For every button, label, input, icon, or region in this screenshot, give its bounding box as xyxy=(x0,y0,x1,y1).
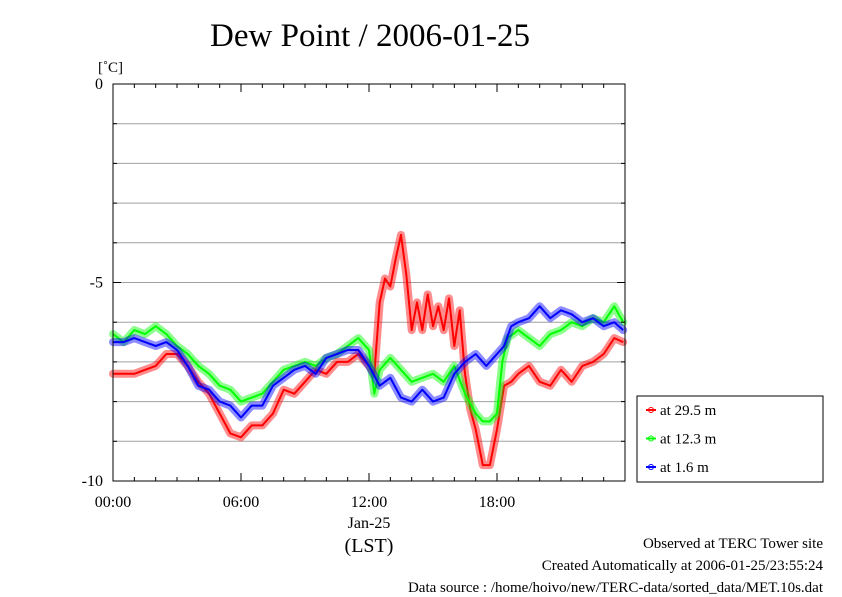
y-axis: 0 -5 -10 xyxy=(82,76,625,490)
series-line-at-1-6-m xyxy=(113,305,624,419)
x-tick-label: 12:00 xyxy=(351,494,387,511)
y-axis-unit-label: [˚C] xyxy=(98,60,123,76)
series-line-at-29-5-m xyxy=(113,233,624,467)
series-layer xyxy=(109,230,628,470)
legend-marker xyxy=(648,407,654,413)
y-tick-label: -10 xyxy=(82,473,103,490)
footer-observed: Observed at TERC Tower site xyxy=(642,536,823,552)
legend-label: at 12.3 m xyxy=(660,432,717,448)
legend-box xyxy=(636,395,824,483)
grid-lines xyxy=(113,123,625,442)
legend-marker xyxy=(648,464,654,470)
legend: at 29.5 m at 12.3 m at 1.6 m xyxy=(636,395,824,483)
x-tick-label: 00:00 xyxy=(95,494,131,511)
chart-title: Dew Point / 2006-01-25 xyxy=(210,18,530,54)
x-tick-label: 06:00 xyxy=(223,494,259,511)
legend-marker xyxy=(648,435,654,442)
legend-label: at 1.6 m xyxy=(660,460,709,476)
x-axis: 00:00 06:00 12:00 18:00 xyxy=(95,84,605,511)
x-tick-label: 18:00 xyxy=(479,494,515,511)
footer-created: Created Automatically at 2006-01-25/23:5… xyxy=(541,558,823,574)
y-tick-label: 0 xyxy=(95,76,103,93)
y-tick-label: -5 xyxy=(90,275,103,292)
legend-label: at 29.5 m xyxy=(660,403,717,419)
x-axis-title: (LST) xyxy=(345,535,394,557)
x-axis-date-label: Jan-25 xyxy=(348,515,391,532)
footer-data-source: Data source : /home/hoivo/new/TERC-data/… xyxy=(407,580,823,596)
